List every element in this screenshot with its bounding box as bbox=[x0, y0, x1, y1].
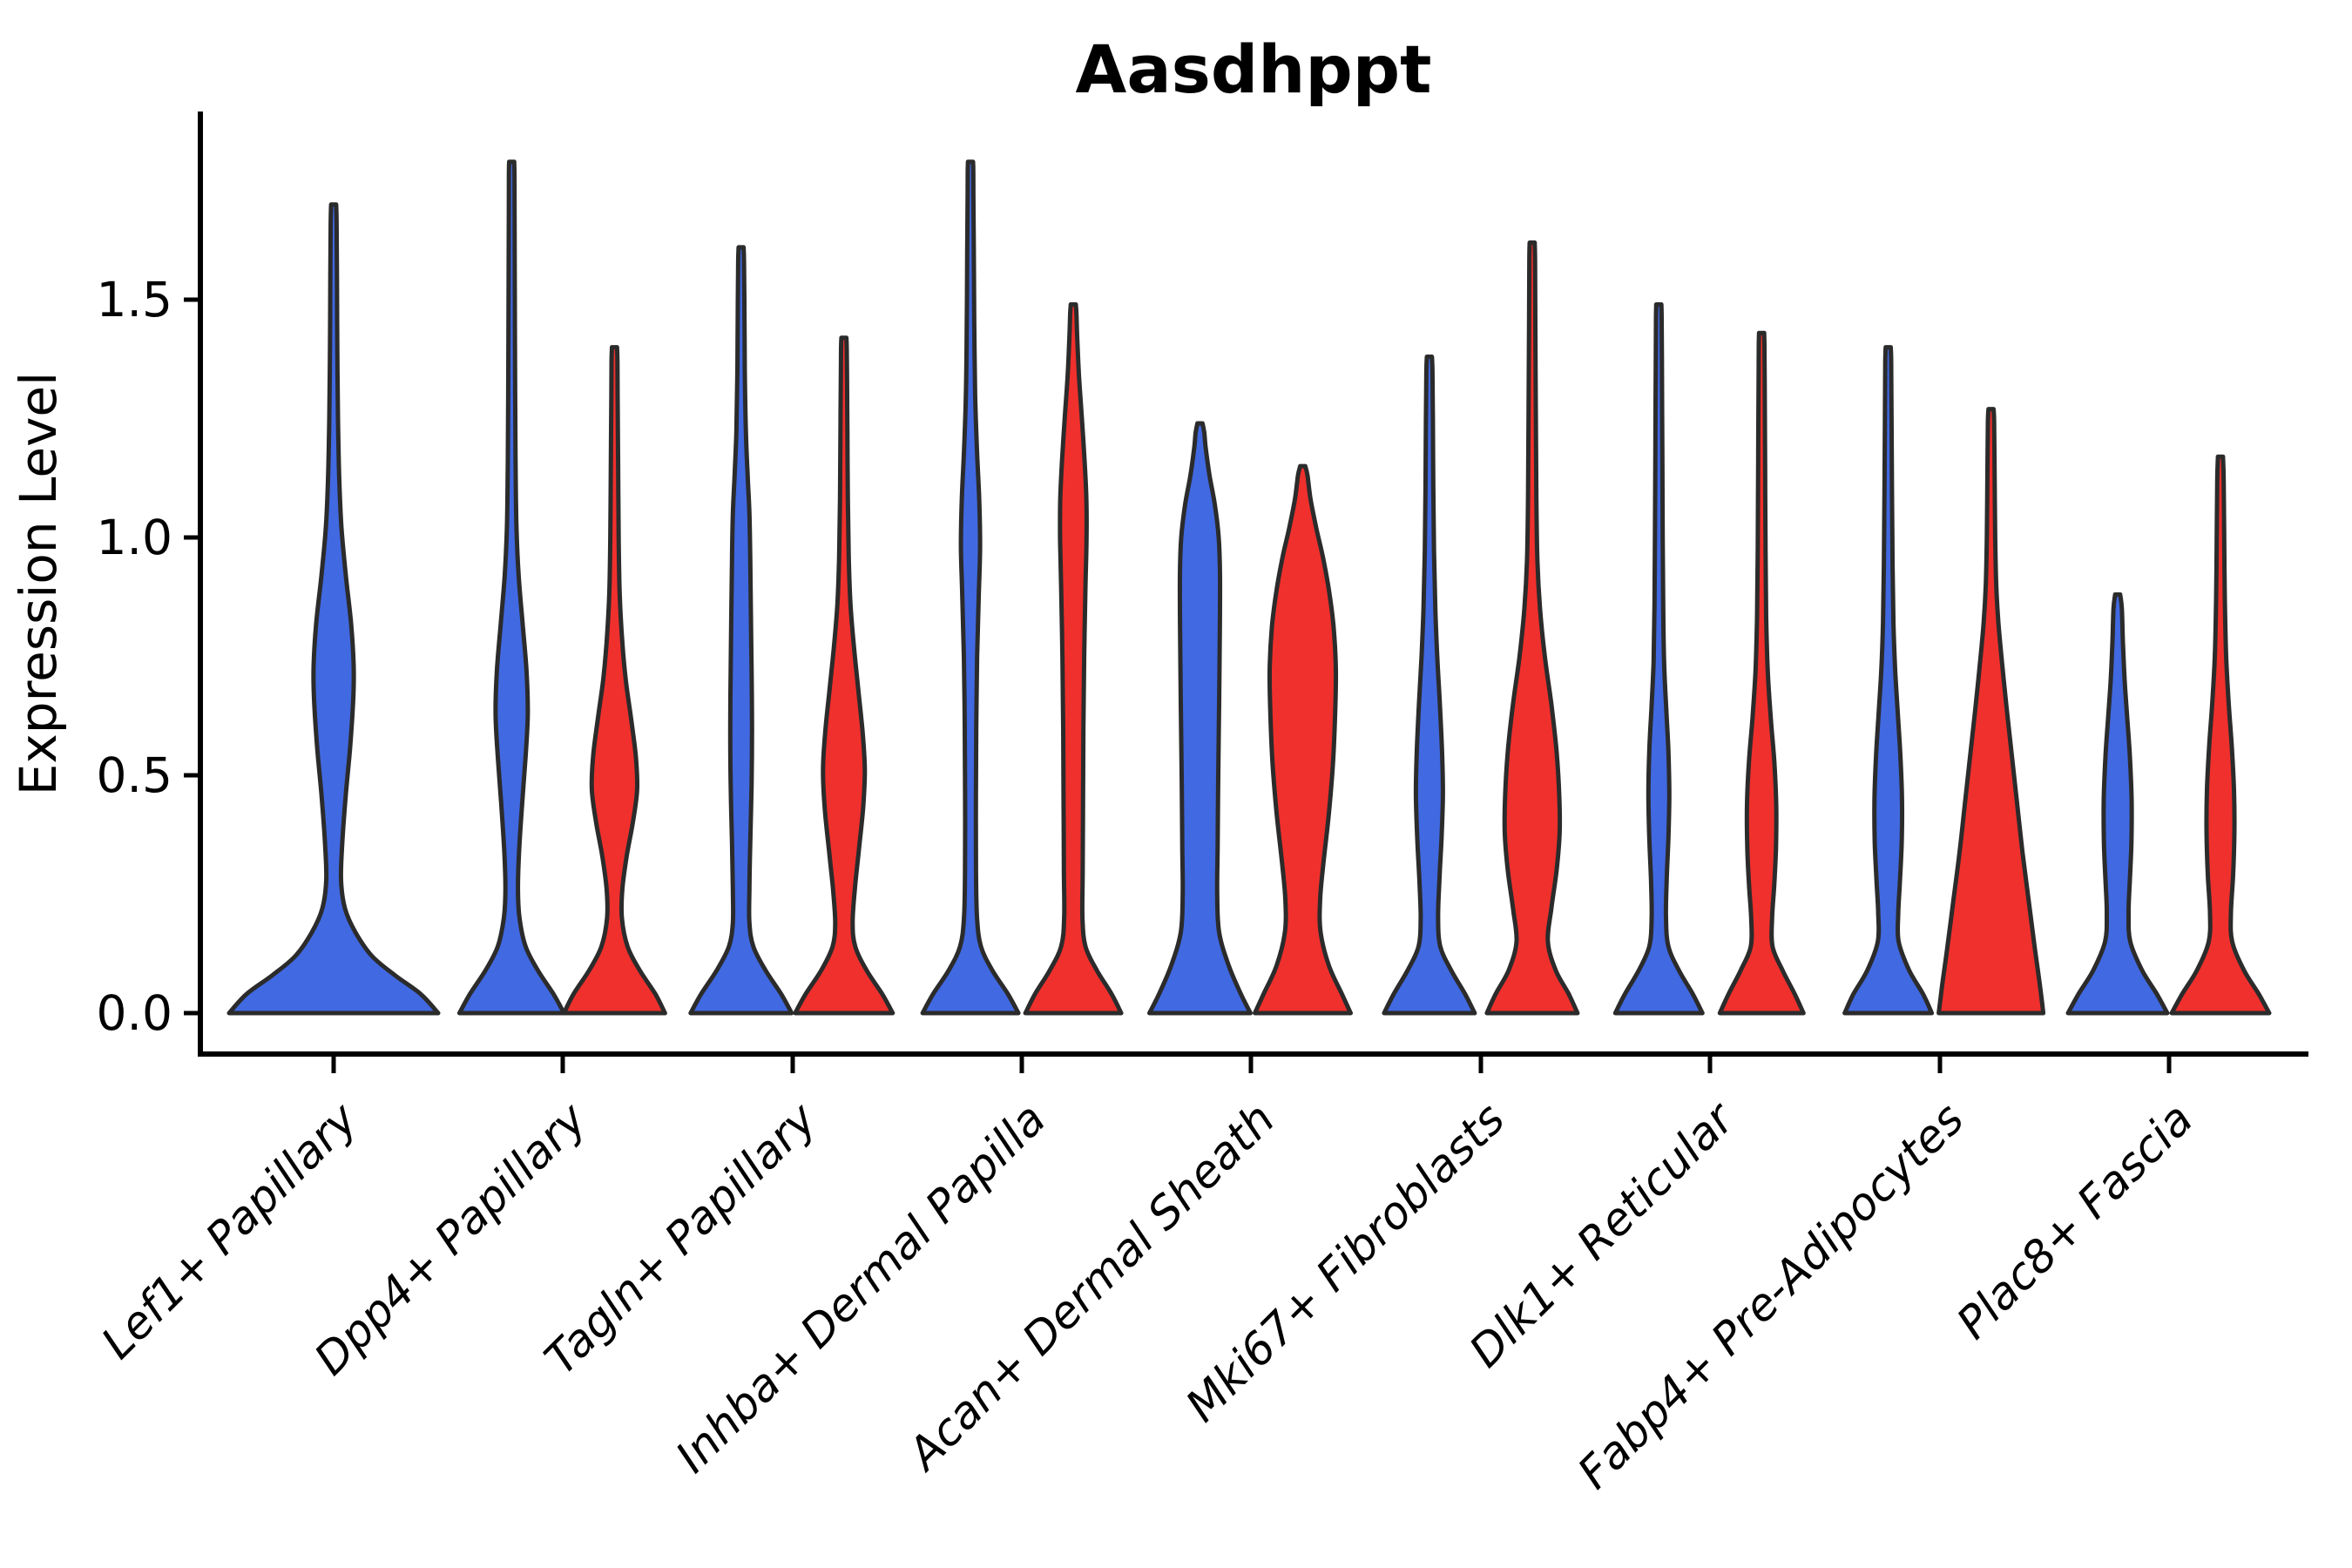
violin-fabp4-pre-adipocytes-red bbox=[1936, 407, 2046, 1016]
violin-lef1-papillary-blue bbox=[226, 202, 441, 1016]
y-tick-label: 1.5 bbox=[97, 272, 172, 328]
violin-tagln-papillary-blue bbox=[688, 245, 794, 1016]
violin-inhba-dermal-papilla-red bbox=[1023, 302, 1124, 1016]
violin-mki67-fibroblasts-blue bbox=[1382, 355, 1477, 1016]
violin-mki67-fibroblasts-red bbox=[1484, 240, 1580, 1016]
y-tick-label: 0.5 bbox=[97, 747, 172, 803]
violin-acan-dermal-sheath-blue bbox=[1147, 421, 1253, 1016]
x-tick-label: Fabp4+ Pre-Adipocytes bbox=[1569, 1093, 1975, 1499]
violin-inhba-dermal-papilla-blue bbox=[920, 159, 1021, 1016]
violin-dpp4-papillary-blue bbox=[456, 159, 566, 1016]
plot-title: Aasdhppt bbox=[1076, 30, 1432, 108]
violin-fabp4-pre-adipocytes-blue bbox=[1842, 345, 1935, 1016]
violin-dpp4-papillary-red bbox=[561, 345, 667, 1016]
x-axis-ticks: Lef1+ Papillary Dpp4+ Papillary Tagln+ P… bbox=[92, 1057, 2203, 1499]
violin-plac8-fascia-blue bbox=[2065, 592, 2170, 1016]
x-tick-label: Acan+ Dermal Sheath bbox=[897, 1093, 1285, 1481]
y-axis-label: Expression Level bbox=[9, 372, 68, 795]
y-axis-ticks: 0.0 0.5 1.0 1.5 bbox=[97, 272, 198, 1041]
y-tick-label: 1.0 bbox=[97, 510, 172, 565]
violin-tagln-papillary-red bbox=[793, 335, 896, 1016]
violin-plac8-fascia-red bbox=[2169, 454, 2272, 1016]
violin-dlk1-reticular-blue bbox=[1612, 302, 1705, 1016]
y-tick-label: 0.0 bbox=[97, 985, 172, 1041]
x-tick-label: Inhba+ Dermal Papilla bbox=[666, 1093, 1056, 1483]
x-tick-label: Plac8+ Fascia bbox=[1948, 1093, 2204, 1349]
violin-acan-dermal-sheath-red bbox=[1253, 463, 1353, 1016]
violin-dlk1-reticular-red bbox=[1717, 330, 1806, 1016]
violins bbox=[226, 159, 2272, 1016]
